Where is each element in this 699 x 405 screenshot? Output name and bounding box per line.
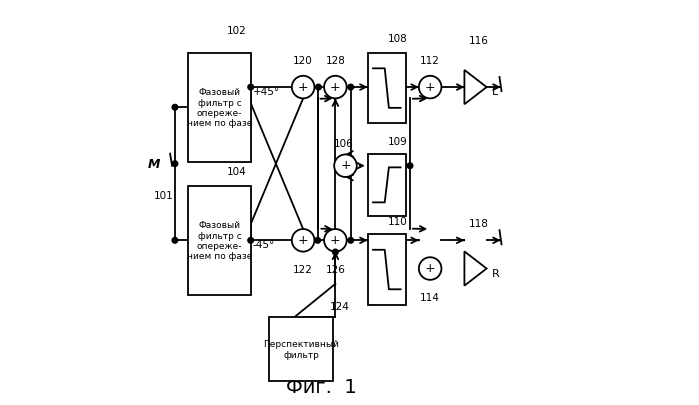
Circle shape [172,238,178,243]
Text: -45°: -45° [253,240,275,250]
Text: 106: 106 [333,138,353,148]
Circle shape [348,85,354,91]
Bar [188,186,251,295]
Text: 124: 124 [329,301,350,311]
Bar [368,154,406,217]
Text: +: + [330,81,340,94]
Circle shape [324,77,347,99]
Text: 126: 126 [326,265,345,275]
Text: 108: 108 [388,34,408,44]
Polygon shape [464,71,487,105]
Circle shape [333,249,338,255]
Bar [269,317,333,382]
Text: M: M [147,158,160,171]
Text: 122: 122 [293,265,313,275]
Text: +: + [340,159,351,172]
Text: L: L [491,87,498,97]
Text: 120: 120 [294,56,313,66]
Bar [368,54,406,124]
Text: 101: 101 [154,190,174,200]
Circle shape [172,105,178,111]
Bar [188,54,251,162]
Text: Фиг.  1: Фиг. 1 [286,377,356,396]
Text: +: + [425,81,435,94]
Text: 128: 128 [326,56,345,66]
Text: 112: 112 [420,56,440,66]
Text: +: + [298,233,308,246]
Text: Фазовый
фильтр с
опереже-
нием по фазе: Фазовый фильтр с опереже- нием по фазе [187,88,252,128]
Text: R: R [491,268,499,278]
Circle shape [407,164,413,169]
Circle shape [315,238,320,243]
Text: Перспективный
фильтр: Перспективный фильтр [264,340,339,359]
Text: 118: 118 [468,219,489,229]
Circle shape [292,230,315,252]
Circle shape [348,238,354,243]
Text: 109: 109 [388,136,408,146]
Bar [368,234,406,305]
Text: +45°: +45° [253,87,280,97]
Circle shape [324,230,347,252]
Circle shape [248,238,254,243]
Text: Фазовый
фильтр с
опереже-
нием по фазе: Фазовый фильтр с опереже- нием по фазе [187,221,252,261]
Text: +: + [425,262,435,275]
Circle shape [316,85,322,91]
Circle shape [172,162,178,167]
Text: 102: 102 [226,26,247,36]
Circle shape [248,85,254,91]
Circle shape [419,77,442,99]
Polygon shape [464,252,487,286]
Circle shape [419,258,442,280]
Text: 116: 116 [468,36,489,46]
Text: +: + [330,233,340,246]
Text: 104: 104 [226,166,247,176]
Circle shape [292,77,315,99]
Circle shape [334,155,356,177]
Text: 114: 114 [420,292,440,302]
Text: 110: 110 [388,217,408,227]
Text: +: + [298,81,308,94]
